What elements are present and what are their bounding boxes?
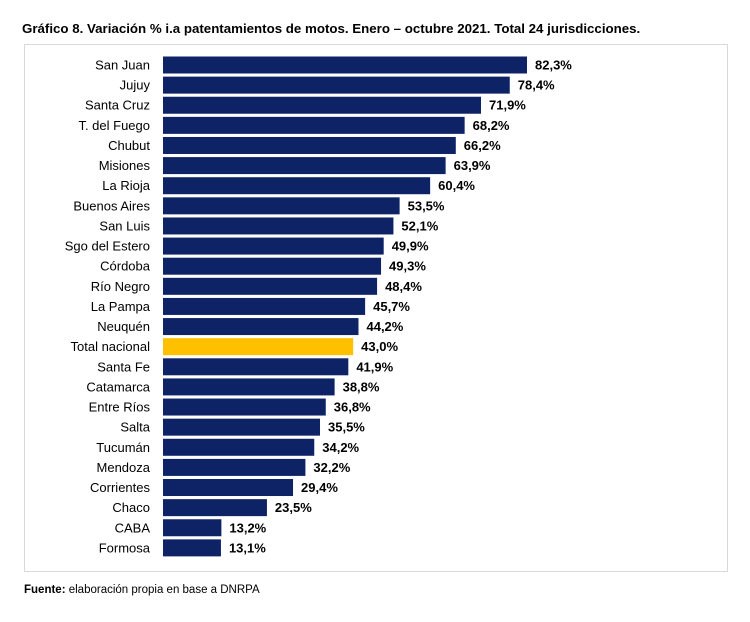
bar: [163, 76, 510, 94]
bar: [163, 136, 456, 154]
chart-frame: [24, 44, 728, 572]
category-label: Santa Cruz: [85, 98, 150, 113]
data-label: 66,2%: [464, 138, 501, 153]
bar: [163, 237, 384, 255]
data-label: 68,2%: [473, 118, 510, 133]
source-text: elaboración propia en base a DNRPA: [65, 584, 260, 596]
data-label: 13,2%: [229, 520, 266, 535]
bar: [163, 338, 354, 356]
data-label: 32,2%: [313, 460, 350, 475]
data-label: 29,4%: [301, 480, 338, 495]
category-label: San Juan: [95, 58, 150, 73]
bar: [163, 499, 267, 517]
data-label: 41,9%: [356, 359, 393, 374]
data-label: 23,5%: [275, 500, 312, 515]
category-label: La Rioja: [102, 178, 150, 193]
bar: [163, 157, 446, 175]
bar: [163, 479, 294, 497]
data-label: 36,8%: [334, 400, 371, 415]
data-label: 60,4%: [438, 178, 475, 193]
category-label: San Luis: [99, 218, 150, 233]
bar: [163, 177, 431, 195]
data-label: 63,9%: [454, 158, 491, 173]
data-label: 45,7%: [373, 299, 410, 314]
bar: [163, 519, 222, 537]
category-label: Río Negro: [91, 279, 150, 294]
bar: [163, 297, 366, 315]
category-label: Chaco: [112, 500, 150, 515]
data-label: 13,1%: [229, 540, 266, 555]
bar: [163, 257, 382, 275]
category-label: Catamarca: [86, 379, 150, 394]
data-label: 82,3%: [535, 58, 572, 73]
data-label: 35,5%: [328, 420, 365, 435]
category-label: T. del Fuego: [78, 118, 150, 133]
data-label: 38,8%: [343, 379, 380, 394]
bar: [163, 217, 394, 235]
bar: [163, 116, 465, 134]
bar: [163, 358, 349, 376]
data-label: 49,9%: [392, 239, 429, 254]
category-label: Chubut: [108, 138, 150, 153]
bar: [163, 539, 221, 557]
data-label: 43,0%: [361, 339, 398, 354]
category-label: Neuquén: [97, 319, 150, 334]
category-label: Buenos Aires: [73, 198, 150, 213]
data-label: 48,4%: [385, 279, 422, 294]
data-label: 78,4%: [518, 78, 555, 93]
bar: [163, 398, 326, 416]
category-label: Total nacional: [71, 339, 151, 354]
category-label: Sgo del Estero: [65, 239, 150, 254]
data-label: 49,3%: [389, 259, 426, 274]
category-label: Mendoza: [97, 460, 151, 475]
category-label: Santa Fe: [97, 359, 150, 374]
category-label: Misiones: [99, 158, 151, 173]
bar: [163, 197, 400, 215]
chart-title: Gráfico 8. Variación % i.a patentamiento…: [22, 21, 641, 36]
data-label: 34,2%: [322, 440, 359, 455]
bar: [163, 418, 321, 436]
category-label: La Pampa: [91, 299, 151, 314]
category-label: Córdoba: [100, 259, 151, 274]
category-label: CABA: [115, 520, 151, 535]
bar: [163, 378, 335, 396]
data-label: 44,2%: [366, 319, 403, 334]
category-label: Formosa: [99, 540, 151, 555]
bar: [163, 438, 315, 456]
category-label: Tucumán: [96, 440, 150, 455]
source-label: Fuente:: [24, 584, 66, 596]
bar: [163, 96, 482, 114]
bar: [163, 458, 306, 476]
bar: [163, 318, 359, 336]
category-label: Entre Ríos: [89, 400, 151, 415]
category-label: Jujuy: [120, 78, 151, 93]
bar: [163, 56, 527, 74]
data-label: 53,5%: [408, 198, 445, 213]
data-label: 52,1%: [401, 218, 438, 233]
source-note: Fuente: elaboración propia en base a DNR…: [24, 584, 260, 596]
category-label: Corrientes: [90, 480, 150, 495]
bar: [163, 277, 378, 295]
data-label: 71,9%: [489, 98, 526, 113]
category-label: Salta: [120, 420, 150, 435]
